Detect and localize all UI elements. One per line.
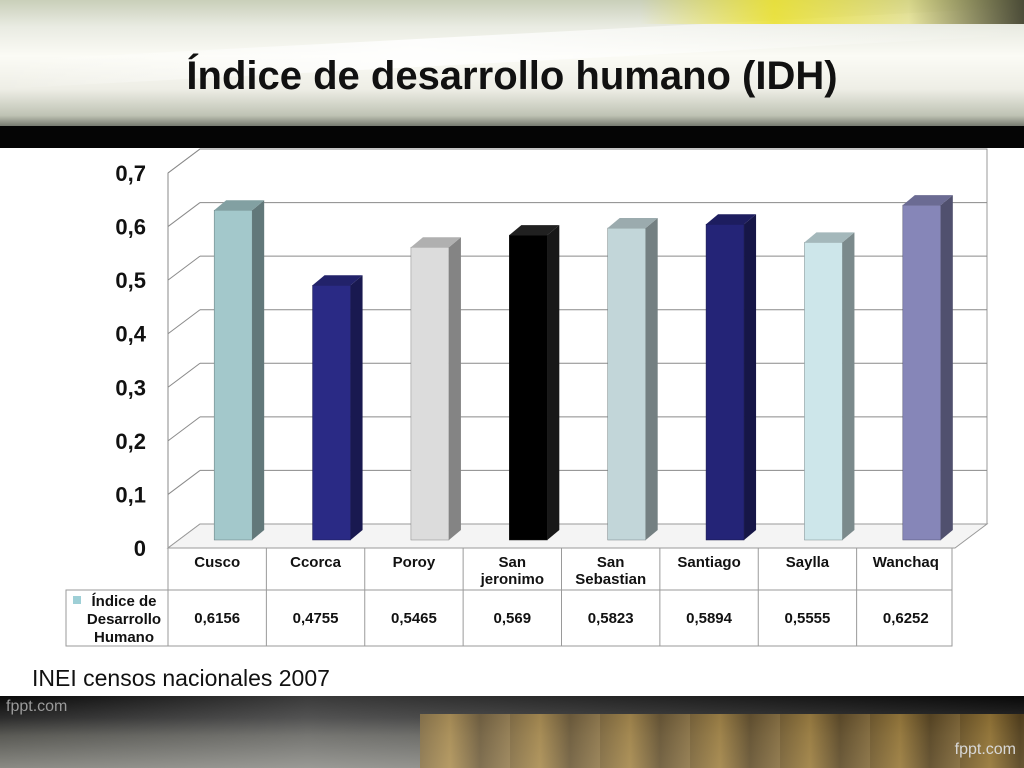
bar bbox=[705, 214, 757, 541]
x-category-label: Saylla bbox=[786, 554, 830, 571]
legend-series-name: Índice de bbox=[91, 593, 156, 610]
x-category-label: jeronimo bbox=[480, 571, 544, 588]
bar-side bbox=[842, 232, 855, 541]
x-category-label: Sebastian bbox=[575, 571, 646, 588]
y-tick-label: 0,5 bbox=[115, 268, 146, 293]
bar-side bbox=[940, 195, 953, 541]
y-tick-label: 0,4 bbox=[115, 322, 146, 347]
data-label: 0,5894 bbox=[686, 610, 733, 627]
footer-tiles bbox=[420, 714, 1024, 768]
x-category-label: Ccorca bbox=[290, 554, 342, 571]
chart-wall bbox=[167, 148, 988, 549]
legend-swatch bbox=[73, 596, 81, 604]
bar-top bbox=[706, 214, 757, 225]
x-category-label: Wanchaq bbox=[873, 554, 939, 571]
bar-front bbox=[804, 242, 843, 541]
y-tick-label: 0 bbox=[134, 536, 146, 561]
data-label: 0,5465 bbox=[391, 610, 437, 627]
bar-side bbox=[448, 237, 461, 540]
x-category-label: Poroy bbox=[393, 554, 436, 571]
bar-front bbox=[705, 224, 745, 541]
data-label: 0,6156 bbox=[194, 610, 240, 627]
bar-front bbox=[213, 209, 253, 541]
bar bbox=[509, 225, 560, 541]
chart-floor bbox=[166, 523, 989, 549]
grid-line bbox=[167, 362, 201, 388]
data-label: 0,4755 bbox=[293, 610, 339, 627]
header-dark-strip bbox=[0, 126, 1024, 148]
bar-front bbox=[410, 246, 450, 541]
watermark-left: fppt.com bbox=[6, 698, 68, 715]
data-label: 0,5823 bbox=[588, 610, 634, 627]
bar-top bbox=[607, 218, 658, 229]
bar bbox=[213, 200, 265, 541]
bar bbox=[804, 232, 855, 541]
bar-side bbox=[744, 214, 757, 540]
grid-line bbox=[167, 255, 201, 281]
light-streak-yellow bbox=[640, 0, 1024, 24]
bar-side bbox=[645, 218, 658, 540]
slide-title: Índice de desarrollo humano (IDH) bbox=[186, 54, 838, 98]
bar bbox=[902, 195, 953, 541]
watermark-right: fppt.com bbox=[954, 741, 1016, 758]
data-label: 0,569 bbox=[494, 610, 532, 627]
bar-top bbox=[509, 225, 560, 236]
legend-series-name: Humano bbox=[94, 629, 154, 646]
data-label: 0,6252 bbox=[883, 610, 929, 627]
bar-side bbox=[252, 200, 265, 540]
bar-side bbox=[547, 225, 560, 540]
bar-front bbox=[902, 204, 942, 541]
y-tick-label: 0,1 bbox=[115, 482, 146, 507]
x-category-label: San bbox=[499, 554, 527, 571]
grid-line bbox=[167, 309, 201, 335]
bar-side bbox=[350, 275, 363, 540]
bar-top bbox=[312, 275, 363, 286]
footer-background bbox=[0, 696, 1024, 768]
header-background bbox=[0, 0, 1024, 148]
y-tick-label: 0,2 bbox=[115, 429, 146, 454]
data-label: 0,5555 bbox=[784, 610, 830, 627]
bar-front bbox=[509, 234, 548, 541]
bar-front bbox=[312, 285, 351, 541]
x-category-label: Cusco bbox=[194, 554, 240, 571]
y-tick-label: 0,6 bbox=[115, 215, 146, 240]
x-category-label: Santiago bbox=[677, 554, 740, 571]
bar-top bbox=[410, 237, 461, 248]
y-tick-label: 0,3 bbox=[115, 375, 146, 400]
y-tick-label: 0,7 bbox=[115, 161, 146, 186]
bar-front bbox=[607, 227, 646, 541]
bar bbox=[607, 218, 658, 541]
legend-series-name: Desarrollo bbox=[87, 611, 161, 628]
grid-line bbox=[167, 202, 201, 227]
source-note: INEI censos nacionales 2007 bbox=[32, 665, 330, 691]
grid-line bbox=[167, 416, 201, 442]
bar bbox=[312, 275, 363, 541]
grid-line bbox=[167, 148, 201, 174]
bar-top bbox=[902, 195, 953, 206]
bar bbox=[410, 237, 461, 541]
bar-top bbox=[214, 200, 265, 211]
grid-line bbox=[167, 470, 201, 495]
data-table-frame bbox=[167, 547, 953, 647]
footer-haze bbox=[0, 696, 1024, 768]
x-category-label: San bbox=[597, 554, 625, 571]
bar-top bbox=[804, 232, 855, 243]
